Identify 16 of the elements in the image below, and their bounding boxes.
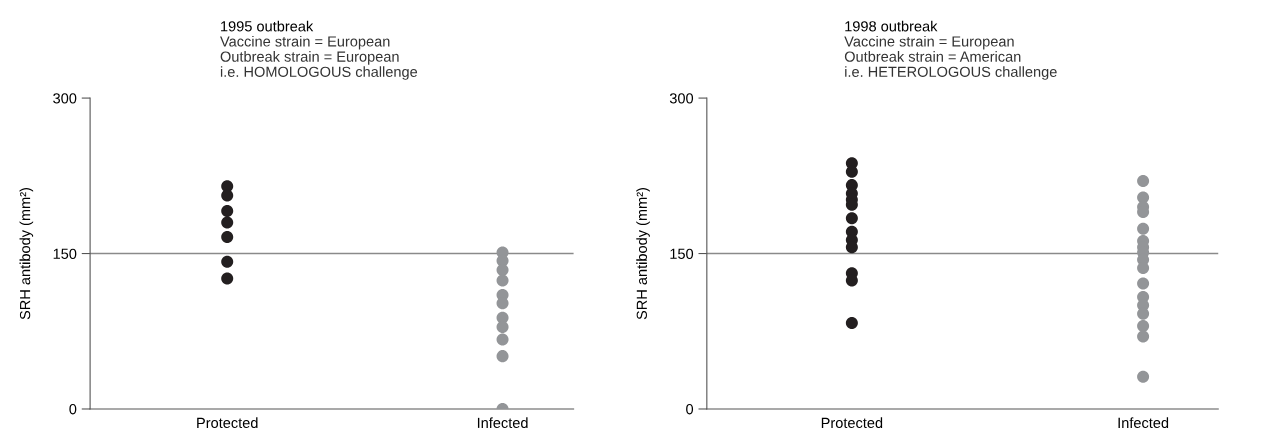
x-tick-label: Infected	[477, 417, 528, 429]
y-tick-label: 0	[686, 404, 694, 415]
chart-subtitle: Vaccine strain = European Outbreak strain = American i.e. HETEROLOGOUS challenge	[844, 35, 1057, 80]
chart-title: 1998 outbreak	[845, 20, 938, 32]
chart-title: 1995 outbreak	[221, 20, 314, 32]
y-axis-title: SRH antibody (mm²)	[636, 187, 650, 320]
y-tick-label: 0	[69, 404, 77, 415]
y-tick-label: 300	[669, 93, 694, 104]
chart-subtitle: Vaccine strain = European Outbreak strain = European i.e. HOMOLOGOUS challenge	[220, 35, 418, 80]
x-tick-label: Protected	[197, 417, 258, 429]
y-axis-title: SRH antibody (mm²)	[19, 187, 34, 320]
y-tick-label: 150	[53, 248, 77, 259]
y-tick-label: 150	[670, 248, 694, 259]
x-tick-label: Infected	[1118, 417, 1169, 429]
y-tick-label: 300	[53, 93, 77, 104]
x-tick-label: Protected	[821, 417, 883, 429]
